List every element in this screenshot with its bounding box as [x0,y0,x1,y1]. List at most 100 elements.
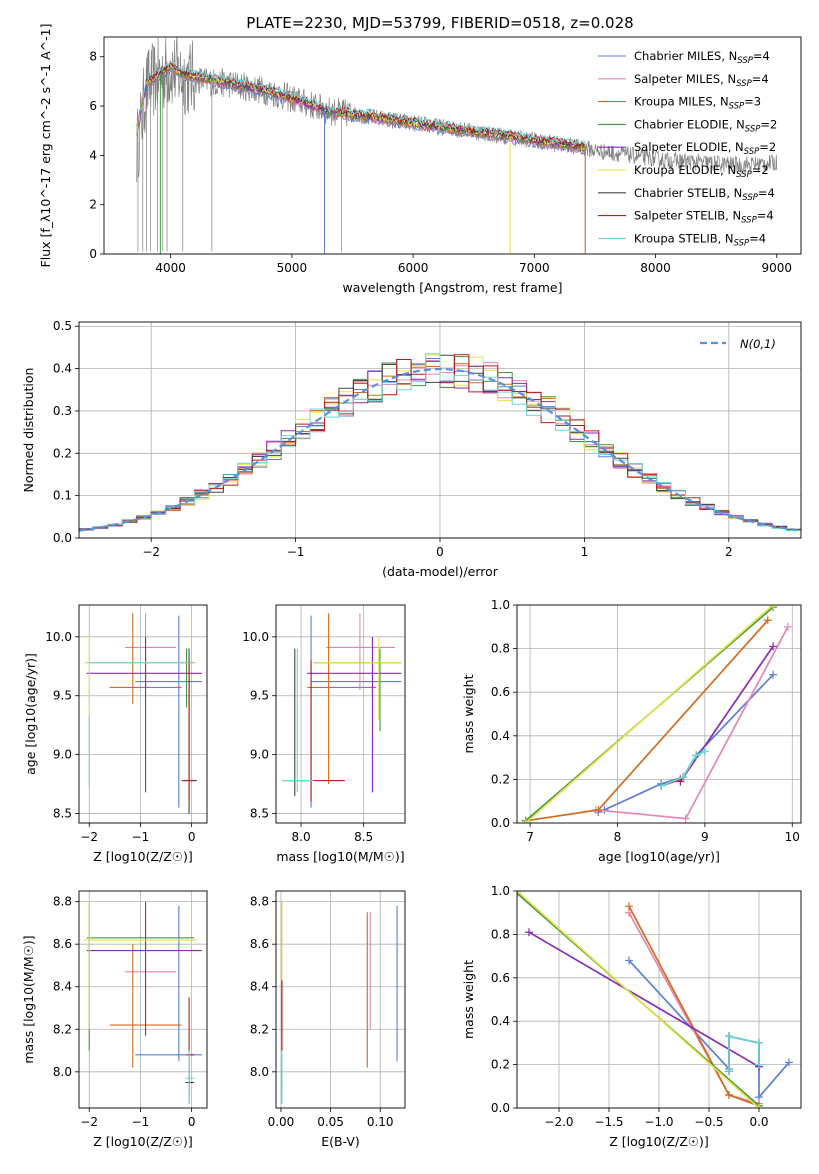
x-tick-label: 0 [188,1115,196,1129]
y-tick-label: 8.6 [53,937,72,951]
y-tick-label: 2 [89,198,97,212]
legend-subscript: SSP [736,170,752,180]
y-axis-label: mass weight [461,674,476,753]
y-tick-label: 9.5 [250,689,269,703]
x-axis-label: Z [log10(Z/Z☉)] [93,1134,193,1149]
x-axis-label: Z [log10(Z/Z☉)] [93,849,193,864]
legend-subscript: SSP [745,124,761,134]
x-tick-label: 0 [436,545,444,559]
weight-marker [785,1058,793,1067]
y-tick-label: 9.5 [53,689,72,703]
x-tick-label: 0.0 [749,1115,768,1129]
y-axis-label: mass [log10(M/M☉)] [21,935,36,1063]
x-tick-label: 8.5 [354,830,373,844]
y-tick-label: 8.5 [250,807,269,821]
legend-value: =3 [744,95,761,109]
y-tick-label: 10.0 [242,630,269,644]
residual-histogram-series [79,353,801,533]
legend-subscript: SSP [741,216,757,226]
legend-entry: Salpeter MILES, NSSP=4 [634,72,769,89]
spectrum-legend: Chabrier MILES, NSSP=4 Salpeter MILES, NS… [598,49,777,248]
legend-subscript: SSP [734,238,750,248]
spectrum-panel: 4000 5000 6000 7000 8000 9000 0 2 4 6 8 wavelength … [38,24,802,295]
weight-marker [625,956,633,965]
x-tick-label: −2 [80,1115,98,1129]
weight-marker [657,781,666,790]
x-tick-label: 5000 [277,261,308,275]
weight-series-line [517,891,760,1108]
x-tick-label: 9000 [761,261,792,275]
y-tick-label: 0.2 [491,1058,510,1072]
y-axis-label: Normed distribution [21,368,36,493]
y-tick-label: 0 [89,247,97,261]
x-tick-label: −1 [287,545,305,559]
weight-marker [755,1060,763,1069]
weight-marker [725,1032,733,1041]
weight-marker [725,1067,733,1076]
y-tick-label: 8.2 [250,1022,269,1036]
legend-entry: Salpeter STELIB, NSSP=4 [634,209,774,226]
x-axis-label: (data-model)/error [382,564,499,579]
y-tick-label: 1.0 [491,598,510,612]
x-tick-label: 0.00 [268,1115,295,1129]
x-axis-label: mass [log10(M/M☉)] [276,849,404,864]
legend-entry: Salpeter ELODIE, NSSP=2 [634,140,776,157]
x-axis-label: age [log10(age/yr)] [598,849,720,864]
y-tick-label: 8 [89,50,97,64]
y-axis-label: mass weight [461,960,476,1039]
residuals-panel: −2 −1 0 1 2 0.0 0.1 0.2 0.3 0.4 0.5 (data-model)/er… [21,319,802,579]
y-tick-label: 8.6 [250,937,269,951]
y-tick-label: 0.0 [491,816,510,830]
mass_vs_ebv-panel: 0.00 0.05 0.10 8.0 8.2 8.4 8.6 8.8 E(B-V) [250,890,406,1149]
legend-value: =2 [760,117,777,131]
y-tick-label: 0.3 [53,404,72,418]
panels: 4000 5000 6000 7000 8000 900002468wavelength … [21,24,802,1149]
y-tick-label: 0.8 [491,642,510,656]
y-tick-label: 0.1 [53,489,72,503]
weight-marker [783,622,792,631]
legend-value: =4 [757,209,774,223]
legend-subscript: SSP [737,56,753,66]
y-tick-label: 8.0 [250,1065,269,1079]
weight-marker [725,1090,733,1099]
weight_vs_age-panel: 7 8 9 10 0.0 0.2 0.4 0.6 0.8 1.0 age [log10(age/yr… [461,598,802,864]
y-tick-label: 8.8 [250,895,269,909]
reference-legend-label: N(0,1) [740,337,776,351]
legend-subscript: SSP [736,79,752,89]
legend-subscript: SSP [729,102,745,112]
x-tick-label: 7000 [519,261,550,275]
y-tick-label: 4 [89,148,97,162]
y-tick-label: 8.2 [53,1022,72,1036]
weight-marker [625,902,633,911]
x-tick-label: −2 [80,830,98,844]
mass_vs_Z-panel: −2 −1 0 8.0 8.2 8.4 8.6 8.8 Z [log10(Z/Z☉)] mass … [21,890,208,1149]
y-tick-label: 8.0 [53,1065,72,1079]
y-tick-label: 0.6 [491,971,510,985]
y-axis-label: age [log10(age/yr)] [23,653,38,775]
legend-value: =2 [759,140,776,154]
x-tick-label: 0.05 [317,1115,344,1129]
x-tick-label: −0.5 [694,1115,723,1129]
weight-marker [679,773,688,782]
age_vs_mass-panel: 8.0 8.5 8.5 9.0 9.5 10.0 mass [log10(M/M☉)] [242,604,406,864]
x-tick-label: 10 [785,830,800,844]
weight-marker [594,805,603,814]
x-tick-label: 0 [188,830,196,844]
axes-frame [516,604,802,824]
y-axis-label: Flux [f_λ10^-17 erg cm^-2 s^-1 A^-1] [38,24,53,268]
x-tick-label: −1.0 [644,1115,673,1129]
y-tick-label: 8.8 [53,895,72,909]
y-tick-label: 0.5 [53,319,72,333]
legend-entry: Kroupa MILES, NSSP=3 [634,95,761,112]
weight-marker [769,642,778,651]
weight-marker [525,928,533,937]
y-tick-label: 1.0 [491,884,510,898]
normal-reference-curve [78,367,802,532]
y-tick-label: 9.0 [250,748,269,762]
axes-frame [78,890,208,1109]
weight-marker [755,1038,763,1047]
weight-series-line [728,1035,760,1072]
legend-value: =4 [749,231,766,245]
axes-frame [78,604,208,824]
